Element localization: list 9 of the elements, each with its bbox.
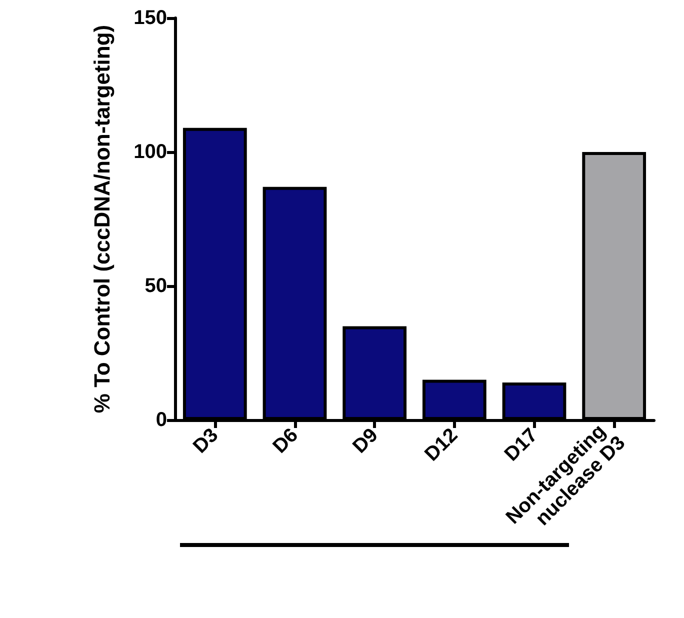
y-tick-label: 150	[134, 7, 167, 29]
y-axis-title: % To Control (cccDNA/non-targeting)	[90, 24, 114, 414]
x-tick-label: D6	[268, 424, 303, 458]
x-tick-label: D3	[189, 424, 223, 458]
x-tick-label: D12	[420, 424, 462, 466]
y-tick-label: 50	[144, 275, 167, 297]
y-tick-label: 0	[156, 409, 167, 431]
y-tick-label: 100	[134, 141, 167, 163]
x-tick-label: D9	[348, 424, 382, 458]
